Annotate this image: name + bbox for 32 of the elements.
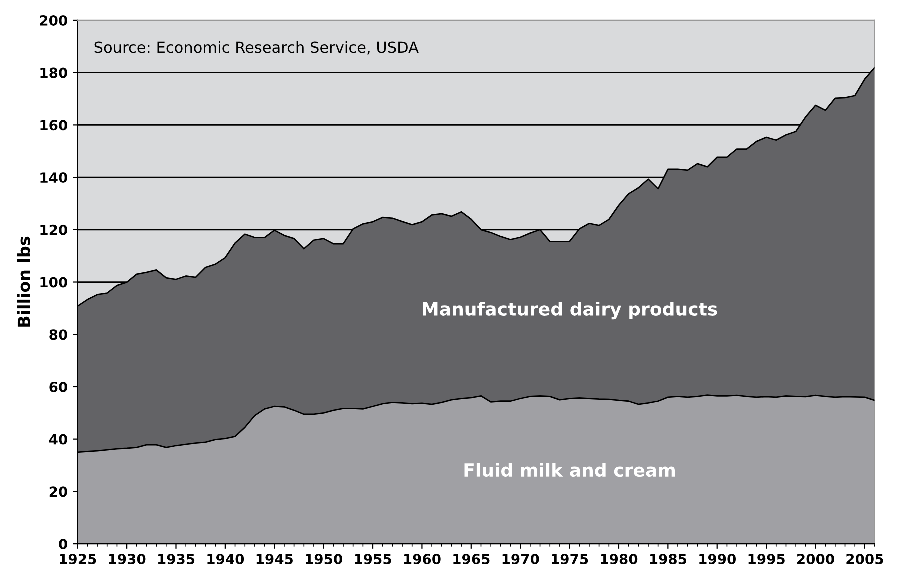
x-tick-label: 1990 [700,554,736,565]
x-tick-label: 2005 [846,554,884,565]
y-tick-label: 120 [40,224,68,236]
y-tick-label: 180 [40,68,68,78]
y-tick-label: 40 [49,434,68,445]
y-tick-label: 0 [59,539,68,550]
x-tick-label: 1975 [552,554,588,565]
x-tick-label: 1930 [109,554,146,565]
y-tick-label: 20 [50,486,68,498]
x-tick-label: 1965 [454,554,490,565]
x-tick-label: 1940 [208,554,244,565]
x-tick-label: 1960 [404,554,441,565]
y-tick-label: 140 [40,172,68,184]
x-tick-label: 1970 [502,554,540,565]
x-tick-label: 1925 [60,554,96,565]
x-tick-label: 1955 [355,554,392,565]
x-tick-label: 1985 [650,554,687,565]
series-label: Fluid milk and cream [464,463,676,478]
x-tick-label: 1945 [256,554,293,565]
x-tick-label: 1935 [158,554,195,565]
x-tick-label: 1980 [601,554,638,565]
x-tick-label: 1995 [748,554,785,565]
x-tick-label: 1950 [306,554,342,565]
x-tick-label: 2000 [798,554,834,565]
y-tick-label: 60 [50,382,68,392]
y-tick-label: 100 [40,277,68,288]
y-tick-label: 80 [50,330,68,340]
y-tick-label: 200 [40,15,68,26]
annotation: Source: Economic Research Service, USDA [94,41,419,55]
series-label: Manufactured dairy products [423,302,718,320]
y-tick-label: 160 [40,120,68,131]
y-axis-title: Billion lbs [17,236,30,327]
